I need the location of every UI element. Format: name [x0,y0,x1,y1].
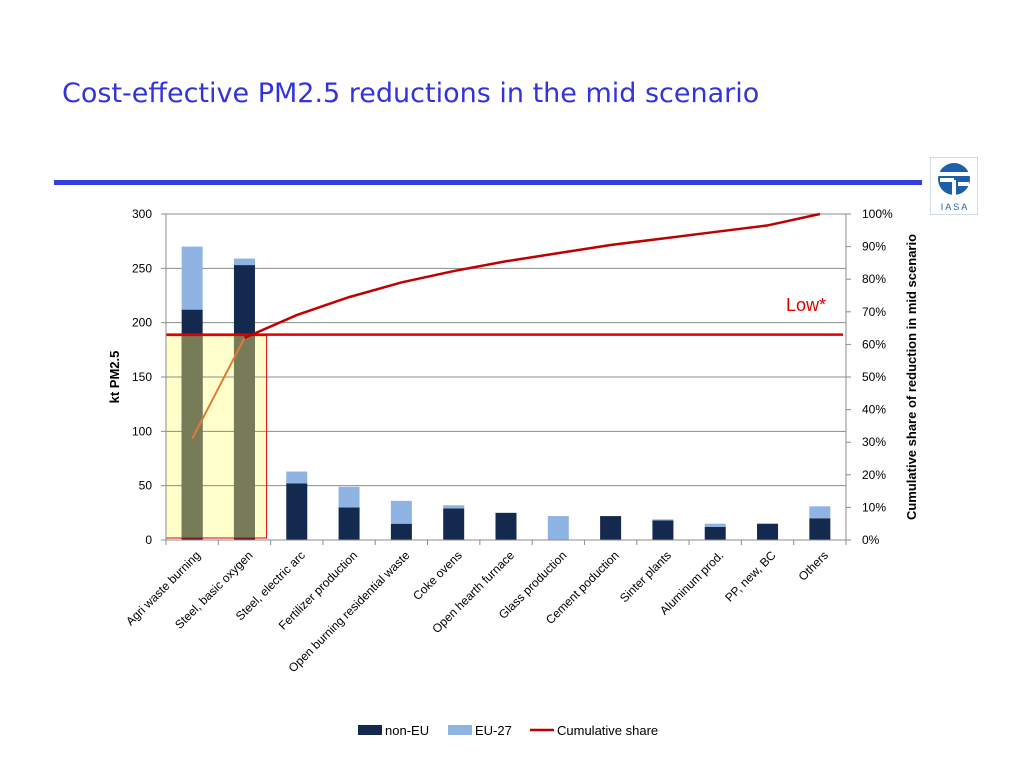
bar-eu-27 [809,506,831,519]
y2-tick-label: 100% [862,207,893,221]
y2-axis-title: Cumulative share of reduction in mid sce… [904,234,919,520]
y2-tick-label: 60% [862,337,886,351]
bar-eu-27 [704,523,726,527]
bar-non-eu [443,508,465,540]
bar-eu-27 [181,246,203,310]
y-tick-label: 50 [139,479,153,493]
bar-non-eu [652,520,674,540]
bar-non-eu [704,526,726,540]
y2-tick-label: 30% [862,435,886,449]
legend-label-non-eu: non-EU [385,723,429,738]
bars [181,246,831,540]
y2-tick-label: 40% [862,403,886,417]
y2-tick-label: 10% [862,500,886,514]
gridlines [166,213,846,487]
iiasa-logo: I A S A [930,157,978,215]
y-tick-label: 200 [132,316,152,330]
category-label: Others [796,548,831,583]
bar-non-eu [600,516,622,540]
threshold-label: Low* [786,295,826,315]
y2-tick-label: 0% [862,533,880,547]
category-label: Coke ovens [410,548,465,603]
bar-eu-27 [547,516,569,540]
bar-non-eu [495,512,517,540]
y-axis-title: kt PM2.5 [107,351,122,404]
bar-non-eu [757,523,779,540]
logo-text: I A S A [941,202,968,212]
bar-eu-27 [390,500,412,524]
slide-title: Cost-effective PM2.5 reductions in the m… [62,78,760,109]
category-label: Sinter plants [617,548,674,605]
overlay: Low* [165,295,843,539]
cumulative-line [243,212,821,340]
category-label: PP, new, BC [722,548,779,605]
cumulative-line-layer [192,212,821,439]
bar-non-eu [390,523,412,540]
y-tick-label: 250 [132,261,152,275]
y2-tick-label: 50% [862,370,886,384]
y2-tick-label: 20% [862,468,886,482]
legend-swatch-non-eu [358,725,382,735]
bar-non-eu [286,483,308,540]
legend-label-cumulative: Cumulative share [557,723,658,738]
bar-non-eu [338,507,360,540]
highlight-cumulative-segment [191,337,246,440]
y2-tick-label: 80% [862,272,886,286]
bar-eu-27 [233,258,255,266]
y2-tick-label: 70% [862,305,886,319]
highlight-bar-overlay [233,335,255,538]
legend-label-eu-27: EU-27 [475,723,512,738]
y-tick-label: 300 [132,207,152,221]
legend: non-EU EU-27 Cumulative share [358,723,658,738]
y-tick-label: 150 [132,370,152,384]
bar-eu-27 [286,471,308,484]
y-tick-label: 0 [145,533,152,547]
y2-tick-label: 90% [862,240,886,254]
bar-eu-27 [338,486,360,508]
bar-non-eu [809,518,831,540]
legend-swatch-eu-27 [448,725,472,735]
title-divider [54,180,922,185]
bar-eu-27 [443,505,465,509]
y-tick-label: 100 [132,424,152,438]
bar-eu-27 [652,519,674,521]
